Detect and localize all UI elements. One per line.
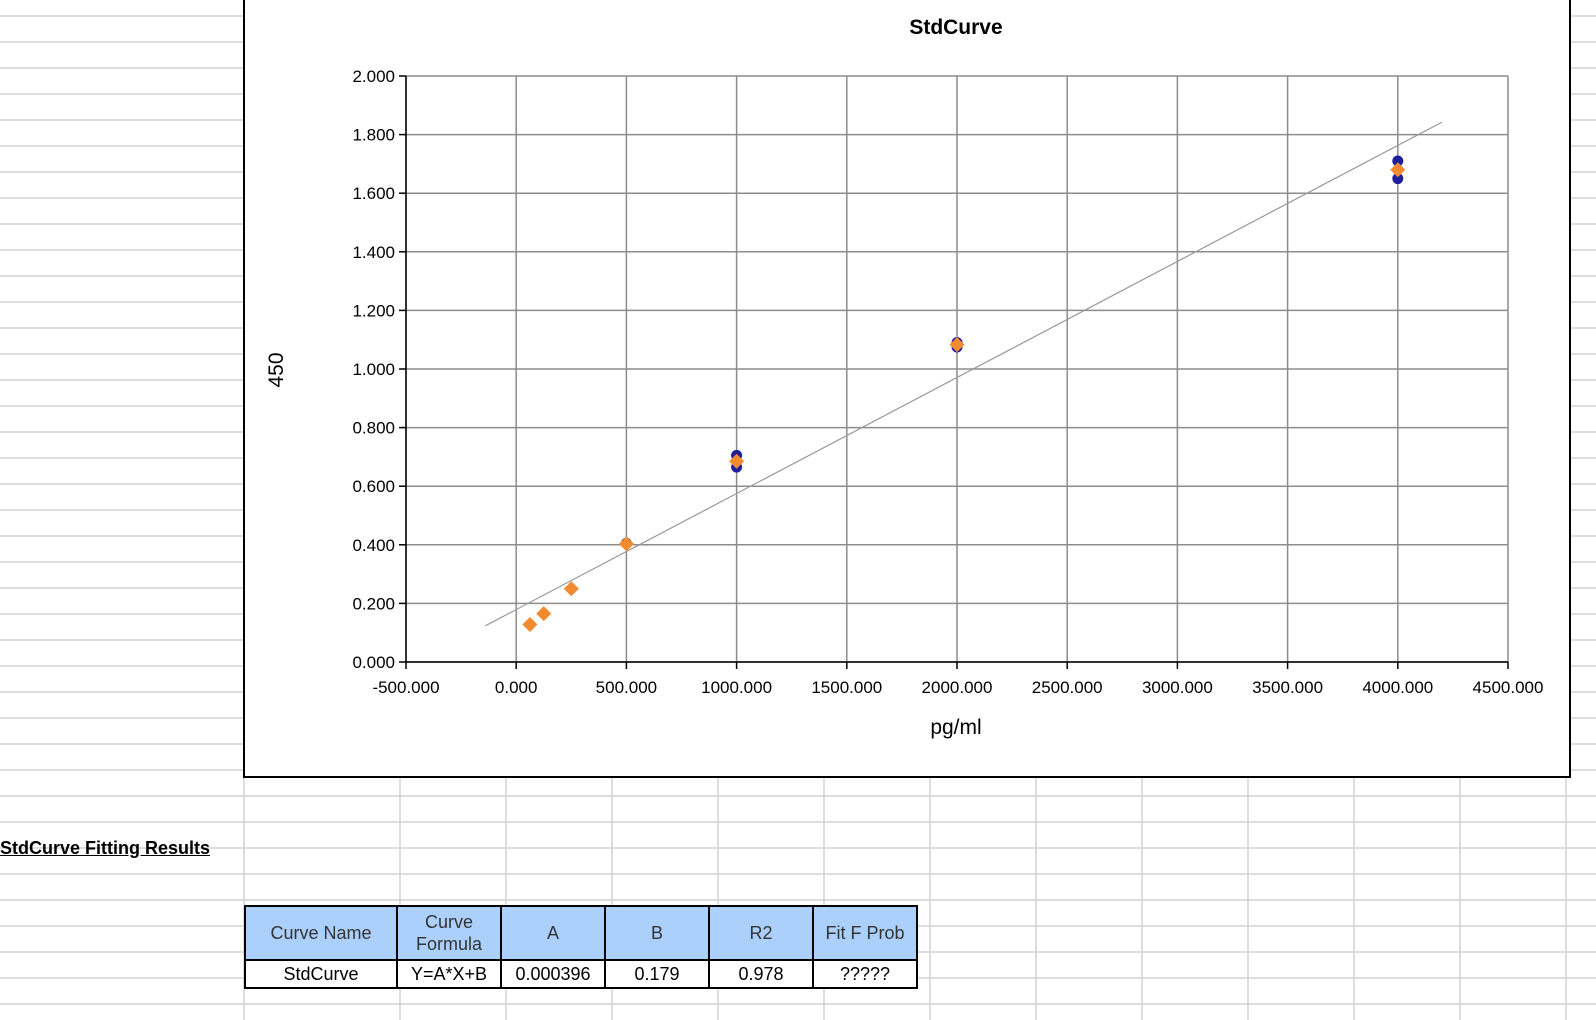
diamond-point bbox=[563, 581, 579, 597]
x-axis-title: pg/ml bbox=[930, 716, 981, 739]
cell-b[interactable]: 0.179 bbox=[604, 959, 710, 989]
diamond-point bbox=[536, 606, 552, 622]
circle-point bbox=[1392, 155, 1404, 167]
y-tick-label: 1.800 bbox=[352, 126, 395, 145]
std-curve-chart: -500.000 0.000 500.000 1000.000 1500.000 2000… bbox=[265, 16, 1543, 739]
x-tick-label: 1000.000 bbox=[701, 678, 772, 697]
y-tick-label: 1.200 bbox=[352, 301, 395, 320]
tick-labels: -500.000 0.000 500.000 1000.000 1500.000 2000… bbox=[352, 67, 1543, 697]
y-axis-title: 450 bbox=[265, 352, 288, 387]
y-tick-label: 0.600 bbox=[352, 477, 395, 496]
diamond-point bbox=[522, 616, 538, 632]
cell-r2[interactable]: 0.978 bbox=[708, 959, 814, 989]
x-tick-label: 0.000 bbox=[495, 678, 538, 697]
y-tick-label: 0.400 bbox=[352, 536, 395, 555]
header-curve-formula[interactable]: Curve Formula bbox=[396, 905, 502, 961]
axes bbox=[399, 75, 1509, 669]
x-tick-label: 4000.000 bbox=[1362, 678, 1433, 697]
y-tick-label: 1.000 bbox=[352, 360, 395, 379]
diamond-point bbox=[949, 337, 965, 353]
y-tick-label: 0.800 bbox=[352, 419, 395, 438]
x-tick-label: 2500.000 bbox=[1032, 678, 1103, 697]
header-b[interactable]: B bbox=[604, 905, 710, 961]
cell-curve-formula[interactable]: Y=A*X+B bbox=[396, 959, 502, 989]
table-header-row: Curve Name Curve Formula A B R2 Fit F Pr… bbox=[244, 905, 918, 961]
y-tick-label: 2.000 bbox=[352, 67, 395, 86]
header-a[interactable]: A bbox=[500, 905, 606, 961]
x-tick-label: 4500.000 bbox=[1473, 678, 1544, 697]
fitting-results-table: Curve Name Curve Formula A B R2 Fit F Pr… bbox=[244, 905, 918, 989]
header-fit-f-prob[interactable]: Fit F Prob bbox=[812, 905, 918, 961]
y-tick-label: 1.600 bbox=[352, 184, 395, 203]
diamond-point bbox=[1390, 162, 1406, 178]
cell-fit-f-prob[interactable]: ????? bbox=[812, 959, 918, 989]
header-r2[interactable]: R2 bbox=[708, 905, 814, 961]
diamond-point bbox=[618, 536, 634, 552]
header-curve-name[interactable]: Curve Name bbox=[244, 905, 398, 961]
table-row: StdCurve Y=A*X+B 0.000396 0.179 0.978 ??… bbox=[244, 959, 918, 989]
x-tick-label: 3500.000 bbox=[1252, 678, 1323, 697]
x-tick-label: -500.000 bbox=[372, 678, 439, 697]
x-tick-label: 1500.000 bbox=[811, 678, 882, 697]
x-tick-label: 2000.000 bbox=[922, 678, 993, 697]
gridlines bbox=[405, 75, 1509, 663]
chart-object[interactable]: -500.000 0.000 500.000 1000.000 1500.000 2000… bbox=[243, 0, 1571, 778]
x-tick-label: 3000.000 bbox=[1142, 678, 1213, 697]
cell-a[interactable]: 0.000396 bbox=[500, 959, 606, 989]
fit-line bbox=[485, 121, 1443, 627]
results-heading: StdCurve Fitting Results bbox=[0, 838, 211, 858]
cell-curve-name[interactable]: StdCurve bbox=[244, 959, 398, 989]
y-tick-label: 0.200 bbox=[352, 594, 395, 613]
trendline bbox=[485, 121, 1443, 627]
x-tick-label: 500.000 bbox=[596, 678, 657, 697]
diamond-point bbox=[729, 453, 745, 469]
y-tick-label: 0.000 bbox=[352, 653, 395, 672]
y-tick-label: 1.400 bbox=[352, 243, 395, 262]
data-points bbox=[522, 155, 1406, 632]
chart-title: StdCurve bbox=[909, 16, 1002, 39]
circle-point bbox=[1392, 173, 1404, 185]
